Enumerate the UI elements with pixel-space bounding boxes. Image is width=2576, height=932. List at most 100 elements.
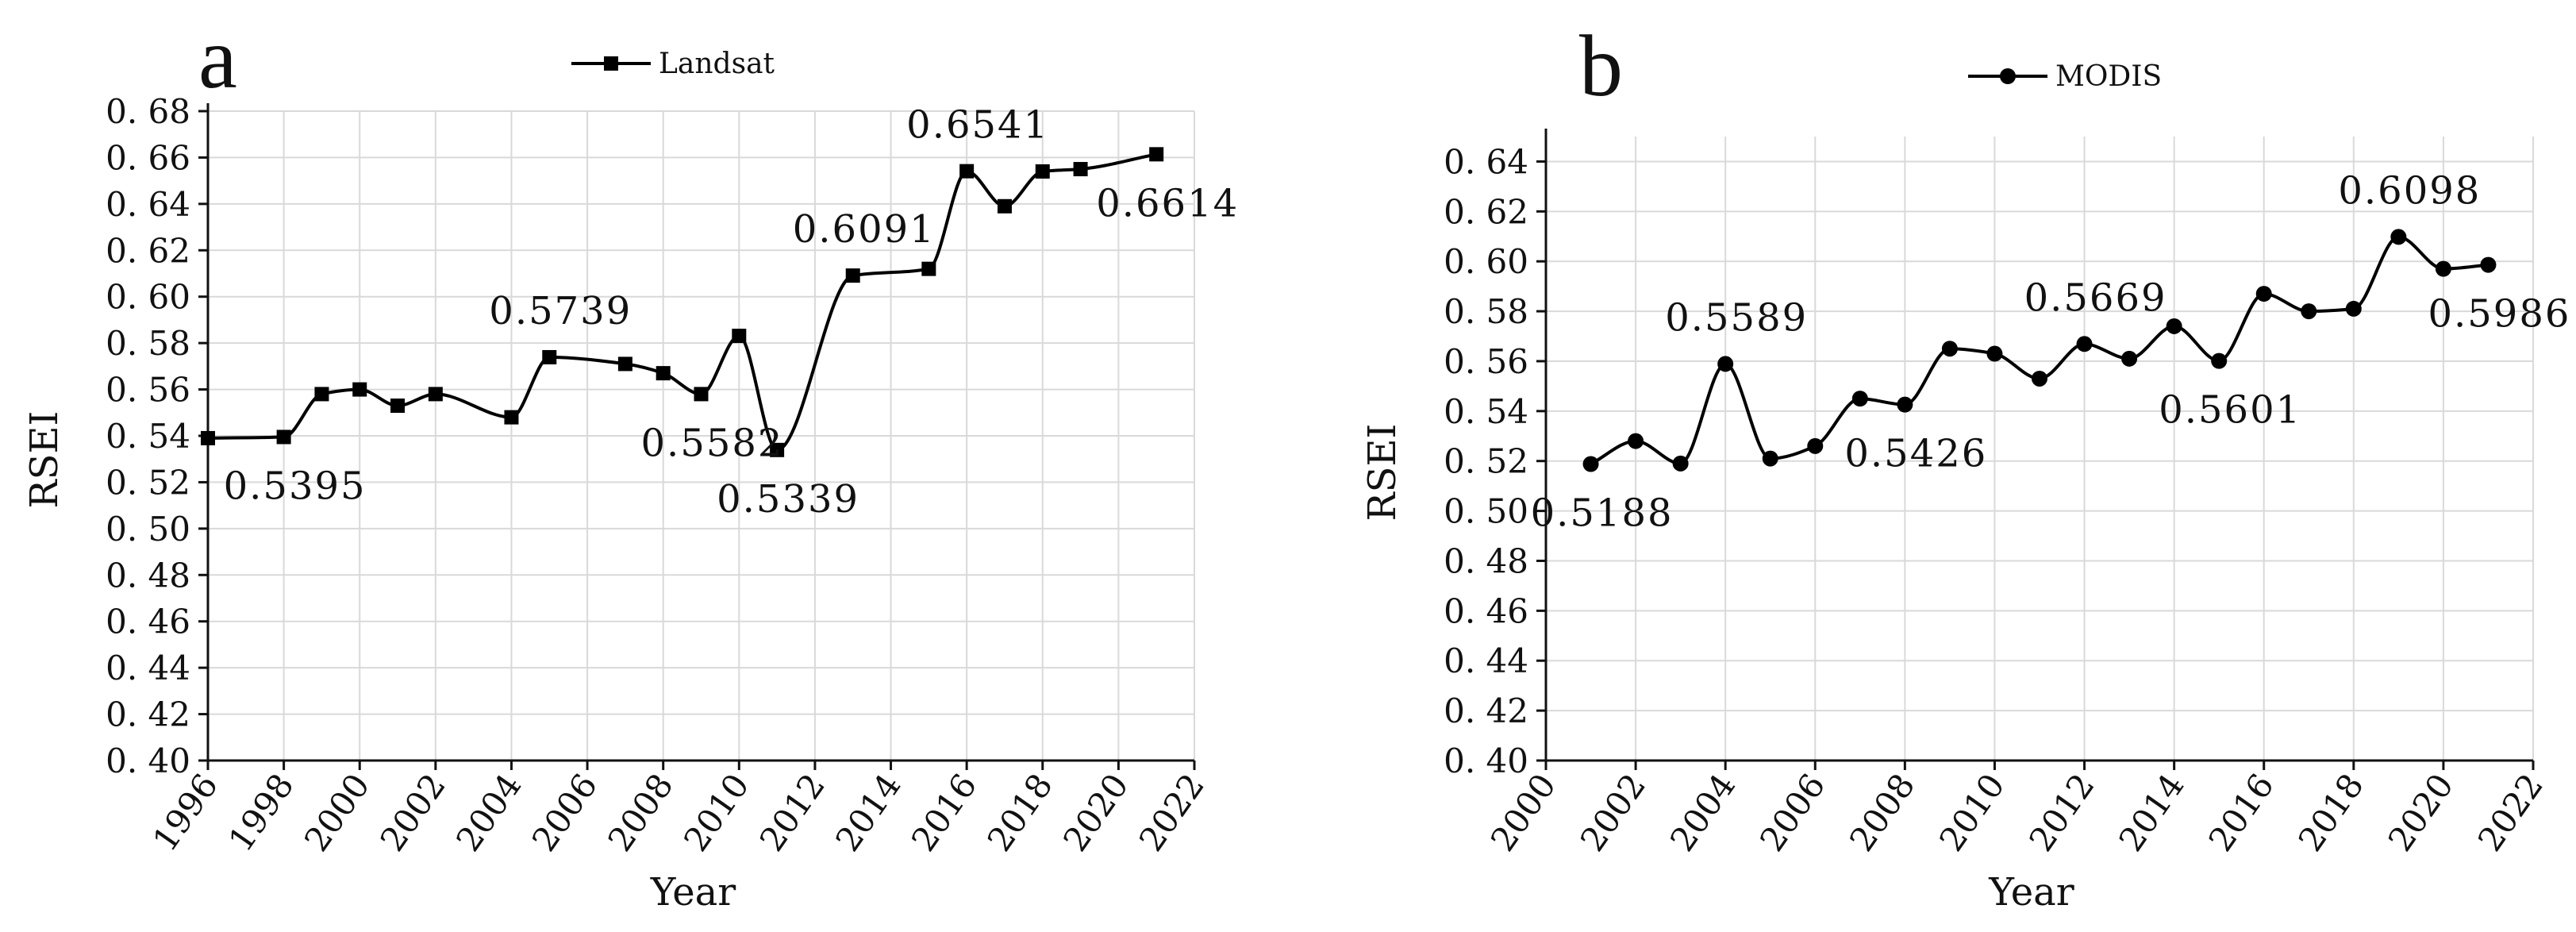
data-point	[201, 430, 215, 445]
y-axis-title: RSEI	[22, 410, 67, 508]
data-point	[2076, 336, 2093, 352]
data-label: 0.5739	[489, 289, 632, 333]
x-axis-title: Year	[650, 870, 736, 915]
chart-panel-a: 0. 40 0. 42 0. 44 0. 46 0. 48 0. 50 0. 52 0. 54…	[22, 10, 1237, 915]
data-point	[1897, 396, 1913, 413]
data-point	[1807, 437, 1824, 454]
y-tick-label: 0. 64	[106, 185, 190, 224]
data-point	[352, 382, 367, 397]
x-tick-label: 2018	[2291, 767, 2371, 859]
data-point	[1986, 345, 2003, 362]
x-tick-label: 2012	[2021, 767, 2101, 859]
data-label: 0.6098	[2338, 168, 2481, 213]
x-tick-label: 2014	[828, 767, 908, 859]
data-label: 0.5188	[1531, 491, 1674, 535]
x-tick-label: 2004	[448, 767, 529, 859]
x-tick-label: 2010	[1932, 767, 2012, 859]
y-tick-label: 0. 42	[106, 695, 190, 734]
data-point	[617, 356, 632, 372]
x-tick-label: 2018	[980, 767, 1060, 859]
x-tick-label: 2022	[2470, 767, 2551, 859]
data-label: 0.5986	[2428, 292, 2570, 337]
y-tick-label: 0. 60	[1444, 242, 1528, 281]
data-point	[959, 164, 975, 179]
x-tick-label: 2014	[2111, 767, 2191, 859]
data-point	[2121, 350, 2138, 367]
x-tick-label: 2002	[1573, 767, 1653, 859]
legend-marker	[2000, 68, 2016, 84]
data-point	[1851, 391, 1868, 407]
y-tick-label: 0. 56	[106, 371, 190, 410]
data-label: 0.5339	[717, 477, 859, 522]
data-point	[1035, 164, 1050, 179]
y-tick-label: 0. 52	[106, 463, 190, 502]
data-point	[1628, 433, 1644, 449]
y-tick-label: 0. 48	[1444, 541, 1528, 580]
series-line	[207, 152, 1157, 452]
legend-label: MODIS	[2055, 60, 2162, 93]
data-point	[2435, 260, 2451, 277]
y-tick-label: 0. 68	[106, 92, 190, 131]
data-label: 0.5582	[641, 421, 784, 465]
y-tick-label: 0. 40	[1444, 741, 1528, 780]
y-tick-label: 0. 52	[1444, 442, 1528, 481]
y-tick-label: 0. 62	[1444, 192, 1528, 231]
x-tick-label: 2008	[1842, 767, 1922, 859]
y-tick-label: 0. 40	[106, 741, 190, 780]
grid	[207, 110, 1195, 761]
data-label: 0.5669	[2024, 275, 2167, 320]
data-point	[314, 387, 329, 402]
data-label: 0.5589	[1665, 295, 1808, 340]
x-tick-label: 2000	[297, 767, 377, 859]
y-tick-label: 0. 56	[1444, 342, 1528, 381]
data-point	[1941, 341, 1958, 357]
x-tick-label: 1998	[221, 767, 301, 859]
panel-letter: b	[1579, 17, 1623, 114]
data-point	[2480, 256, 2497, 273]
data-label: 0.6091	[793, 207, 936, 252]
data-point	[2390, 229, 2407, 245]
y-tick-label: 0. 48	[106, 556, 190, 595]
y-tick-label: 0. 46	[106, 603, 190, 641]
data-label: 0.6541	[906, 103, 1049, 148]
data-point	[1672, 455, 1689, 472]
data-point	[1149, 147, 1164, 162]
data-point	[276, 429, 291, 445]
data-point	[694, 387, 709, 402]
x-tick-label: 2006	[1752, 767, 1832, 859]
data-point	[1073, 162, 1088, 177]
data-point	[504, 410, 519, 425]
data-label: 0.5395	[224, 464, 367, 508]
y-tick-label: 0. 54	[1444, 392, 1528, 431]
data-point	[2166, 318, 2182, 334]
grid	[1545, 137, 2534, 761]
data-point	[770, 442, 785, 457]
data-point	[997, 198, 1012, 214]
data-point	[390, 399, 406, 414]
data-point	[1717, 356, 1734, 372]
data-point	[542, 349, 557, 364]
y-tick-label: 0. 60	[106, 278, 190, 317]
data-point	[428, 387, 443, 402]
x-tick-label: 2022	[1132, 767, 1212, 859]
y-tick-label: 0. 44	[106, 649, 190, 687]
data-point	[2301, 303, 2317, 320]
x-tick-label: 2010	[676, 767, 756, 859]
data-point	[732, 329, 747, 344]
y-tick-label: 0. 58	[1444, 292, 1528, 331]
data-point	[2032, 370, 2047, 387]
data-point	[845, 268, 860, 283]
y-tick-label: 0. 50	[106, 510, 190, 549]
y-tick-label: 0. 42	[1444, 691, 1528, 730]
x-axis-title: Year	[1988, 870, 2074, 915]
legend-label: Landsat	[659, 48, 775, 80]
x-tick-label: 2016	[2201, 767, 2281, 859]
x-tick-label: 2006	[525, 767, 605, 859]
x-tick-label: 2016	[904, 767, 984, 859]
data-label: 0.5601	[2159, 388, 2301, 433]
data-point	[2255, 286, 2272, 302]
chart-panel-b: 0. 40 0. 42 0. 44 0. 46 0. 48 0. 50 0. 52 0. 54…	[1360, 17, 2570, 915]
y-tick-label: 0. 50	[1444, 492, 1528, 531]
x-tick-label: 2020	[2381, 767, 2461, 859]
